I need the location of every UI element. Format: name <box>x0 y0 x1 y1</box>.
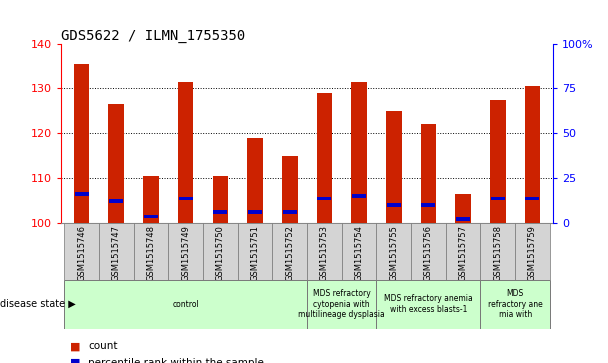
Text: MDS refractory anemia
with excess blasts-1: MDS refractory anemia with excess blasts… <box>384 294 473 314</box>
Bar <box>387 204 401 207</box>
Bar <box>203 223 238 280</box>
Bar <box>168 223 203 280</box>
Bar <box>376 280 480 329</box>
Bar <box>213 176 228 223</box>
Bar <box>352 195 366 198</box>
Bar <box>179 197 193 200</box>
Bar <box>342 223 376 280</box>
Bar <box>64 223 99 280</box>
Bar <box>421 204 435 207</box>
Bar <box>238 223 272 280</box>
Bar <box>248 210 262 214</box>
Bar <box>143 176 159 223</box>
Bar <box>108 104 124 223</box>
Bar <box>446 223 480 280</box>
Text: count: count <box>88 341 118 351</box>
Text: GSM1515750: GSM1515750 <box>216 225 225 281</box>
Bar <box>421 125 436 223</box>
Bar <box>525 86 541 223</box>
Text: ■: ■ <box>70 341 80 351</box>
Bar <box>317 197 331 200</box>
Bar <box>307 223 342 280</box>
Bar <box>491 197 505 200</box>
Text: ■: ■ <box>70 358 80 363</box>
Text: GSM1515752: GSM1515752 <box>285 225 294 281</box>
Text: GSM1515756: GSM1515756 <box>424 225 433 281</box>
Bar <box>178 82 193 223</box>
Bar <box>525 197 539 200</box>
Bar <box>134 223 168 280</box>
Bar <box>283 210 297 214</box>
Bar <box>109 199 123 203</box>
Text: GSM1515748: GSM1515748 <box>147 225 156 281</box>
Bar <box>351 82 367 223</box>
Bar <box>247 138 263 223</box>
Text: GSM1515749: GSM1515749 <box>181 225 190 281</box>
Text: GSM1515757: GSM1515757 <box>458 225 468 281</box>
Bar <box>99 223 134 280</box>
Text: MDS
refractory ane
mia with: MDS refractory ane mia with <box>488 289 542 319</box>
Bar <box>455 194 471 223</box>
Bar <box>282 156 297 223</box>
Text: percentile rank within the sample: percentile rank within the sample <box>88 358 264 363</box>
Bar <box>411 223 446 280</box>
Bar <box>515 223 550 280</box>
Bar <box>480 280 550 329</box>
Bar <box>490 100 506 223</box>
Text: GSM1515754: GSM1515754 <box>354 225 364 281</box>
Text: GSM1515759: GSM1515759 <box>528 225 537 281</box>
Bar <box>480 223 515 280</box>
Bar <box>75 192 89 196</box>
Bar <box>272 223 307 280</box>
Bar <box>213 210 227 214</box>
Bar <box>456 217 470 221</box>
Bar <box>386 111 401 223</box>
Text: disease state ▶: disease state ▶ <box>0 299 76 309</box>
Text: GSM1515755: GSM1515755 <box>389 225 398 281</box>
Text: GSM1515753: GSM1515753 <box>320 225 329 281</box>
Text: GDS5622 / ILMN_1755350: GDS5622 / ILMN_1755350 <box>61 29 245 42</box>
Bar <box>317 93 332 223</box>
Text: control: control <box>172 299 199 309</box>
Text: GSM1515758: GSM1515758 <box>493 225 502 281</box>
Text: GSM1515747: GSM1515747 <box>112 225 121 281</box>
Text: MDS refractory
cytopenia with
multilineage dysplasia: MDS refractory cytopenia with multilinea… <box>299 289 385 319</box>
Text: GSM1515746: GSM1515746 <box>77 225 86 281</box>
Bar <box>307 280 376 329</box>
Bar <box>144 215 158 218</box>
Bar <box>64 280 307 329</box>
Text: GSM1515751: GSM1515751 <box>250 225 260 281</box>
Bar <box>74 64 89 223</box>
Bar <box>376 223 411 280</box>
